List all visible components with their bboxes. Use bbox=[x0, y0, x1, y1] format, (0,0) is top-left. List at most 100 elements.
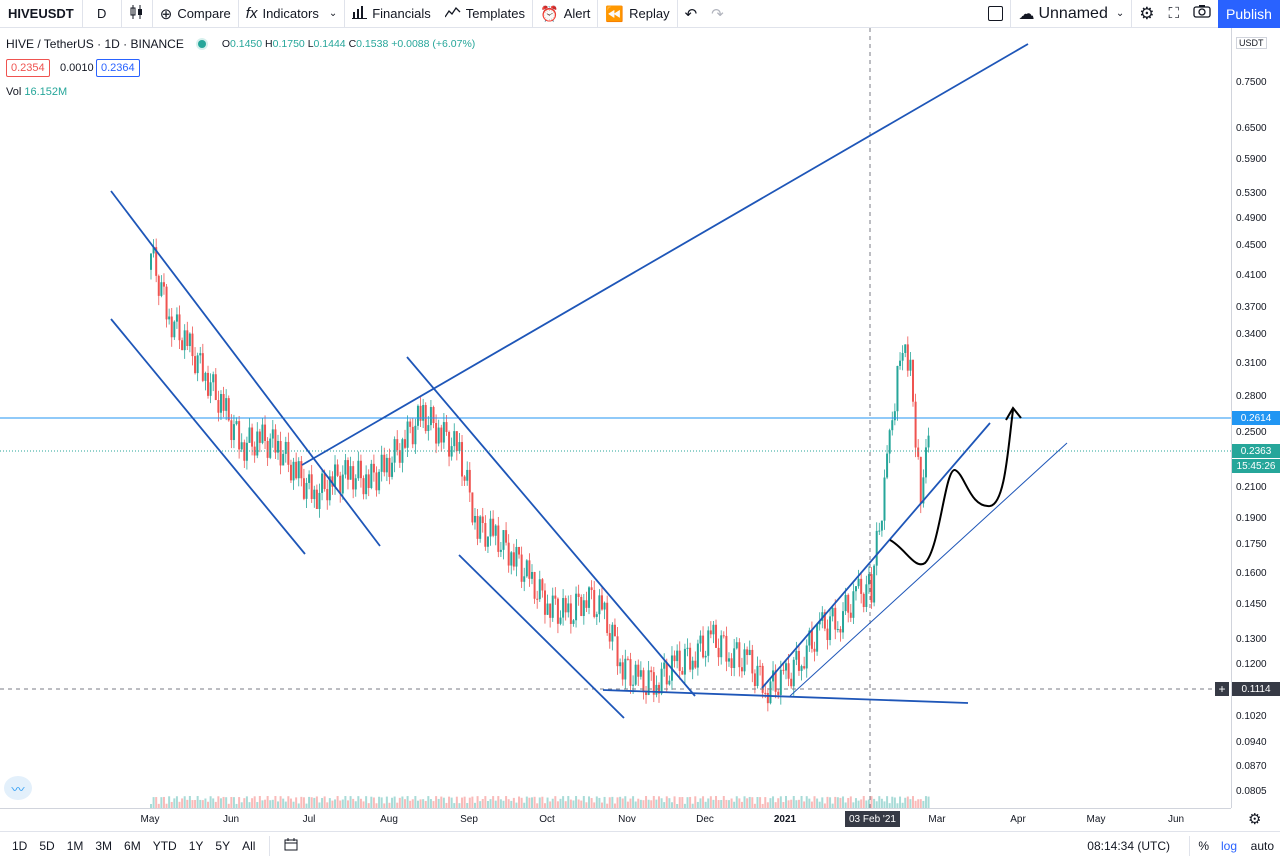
symbol-search[interactable]: HIVEUSDT bbox=[8, 6, 74, 21]
range-5y[interactable]: 5Y bbox=[215, 838, 231, 853]
date-range-group: 1D 5D 1M 3M 6M YTD 1Y 5Y All bbox=[0, 839, 261, 853]
trendline[interactable] bbox=[789, 442, 1068, 697]
time-axis[interactable]: 03 Feb '21 May Jun Jul Aug Sep Oct Nov Dec 2021 M… bbox=[0, 808, 1231, 831]
volume-bar bbox=[507, 799, 510, 808]
volume-bar bbox=[575, 796, 578, 808]
range-6m[interactable]: 6M bbox=[124, 838, 141, 853]
publish-button[interactable]: Publish bbox=[1218, 0, 1280, 28]
clock-timezone[interactable]: 08:14:34 (UTC) bbox=[1087, 838, 1170, 853]
volume-bar bbox=[567, 796, 570, 808]
candle-body bbox=[269, 438, 272, 458]
tradingview-logo[interactable]: 〰 bbox=[4, 776, 32, 800]
calendar-icon bbox=[284, 837, 298, 854]
volume-bar bbox=[204, 798, 207, 808]
sell-price-box[interactable]: 0.2354 bbox=[6, 59, 50, 77]
candle-body bbox=[917, 447, 920, 457]
range-3m[interactable]: 3M bbox=[95, 838, 113, 853]
trendline[interactable] bbox=[110, 318, 306, 555]
symbol-title[interactable]: HIVE / TetherUS · 1D · BINANCE bbox=[6, 37, 184, 51]
candle-body bbox=[429, 407, 432, 426]
log-scale-toggle[interactable]: log bbox=[1220, 838, 1237, 853]
volume-bar bbox=[258, 796, 261, 808]
volume-bar bbox=[362, 801, 365, 808]
volume-bar bbox=[473, 802, 476, 808]
volume-bar bbox=[354, 801, 357, 808]
undo-button[interactable]: ↶ bbox=[678, 0, 705, 27]
candle-body bbox=[823, 612, 826, 629]
volume-bar bbox=[883, 801, 886, 808]
candle-body bbox=[362, 478, 365, 495]
currency-label[interactable]: USDT bbox=[1236, 37, 1267, 49]
candle-body bbox=[199, 353, 202, 356]
candle-body bbox=[201, 353, 204, 381]
trendline[interactable] bbox=[110, 190, 381, 547]
range-all[interactable]: All bbox=[242, 838, 256, 853]
candle-body bbox=[616, 636, 619, 667]
chart-style-button[interactable] bbox=[122, 0, 152, 27]
volume-bar bbox=[424, 800, 427, 808]
candle-body bbox=[860, 578, 863, 594]
brush-drawing[interactable] bbox=[889, 409, 1014, 566]
templates-button[interactable]: Templates bbox=[438, 0, 532, 27]
indicators-button[interactable]: fx Indicators ⌄ bbox=[239, 0, 344, 27]
range-1d[interactable]: 1D bbox=[12, 838, 28, 853]
layout-name-button[interactable]: ☁ Unnamed ⌄ bbox=[1011, 0, 1131, 27]
time-tick-label: Jun bbox=[222, 814, 240, 825]
volume-bar bbox=[492, 796, 495, 808]
range-5d[interactable]: 5D bbox=[39, 838, 55, 853]
divider bbox=[597, 0, 599, 27]
volume-bar bbox=[919, 799, 922, 808]
volume-bar bbox=[191, 800, 194, 808]
range-ytd[interactable]: YTD bbox=[152, 838, 177, 853]
volume-bar bbox=[577, 799, 580, 808]
volume-bar bbox=[860, 799, 863, 808]
volume-bar bbox=[538, 797, 541, 808]
crosshair-plus-icon[interactable]: + bbox=[1215, 682, 1229, 696]
range-1y[interactable]: 1Y bbox=[188, 838, 204, 853]
trendline[interactable] bbox=[602, 689, 969, 704]
volume-bar bbox=[642, 800, 645, 808]
layout-toggle-button[interactable] bbox=[981, 0, 1010, 27]
volume-bar bbox=[440, 796, 443, 808]
candle-body bbox=[489, 518, 492, 537]
price-chart[interactable] bbox=[0, 28, 1231, 808]
snapshot-button[interactable] bbox=[1186, 0, 1218, 27]
candle-body bbox=[785, 663, 787, 671]
interval-button[interactable]: D bbox=[97, 6, 107, 21]
trendline[interactable] bbox=[406, 356, 696, 697]
trendline[interactable] bbox=[301, 43, 1029, 466]
settings-gear-corner[interactable]: ⚙ bbox=[1248, 811, 1262, 828]
buy-price-box[interactable]: 0.2364 bbox=[96, 59, 140, 77]
candle-body bbox=[300, 461, 303, 479]
candle-body bbox=[406, 421, 409, 448]
candle-body bbox=[580, 596, 583, 616]
volume-bar bbox=[849, 796, 852, 808]
fullscreen-button[interactable]: ⛶ bbox=[1161, 0, 1186, 27]
range-1m[interactable]: 1M bbox=[66, 838, 84, 853]
candle-body bbox=[790, 678, 793, 687]
alert-button[interactable]: ⏰ Alert bbox=[533, 0, 597, 27]
candles-icon bbox=[129, 4, 145, 24]
financials-button[interactable]: Financials bbox=[345, 0, 438, 27]
chart-pane[interactable]: 〰 bbox=[0, 28, 1231, 808]
candle-body bbox=[715, 624, 718, 648]
volume-bar bbox=[162, 796, 165, 808]
trendline[interactable] bbox=[458, 554, 625, 719]
volume-bar bbox=[673, 796, 676, 808]
compare-button[interactable]: ⊕ Compare bbox=[153, 0, 238, 27]
redo-button[interactable]: ↷ bbox=[704, 0, 731, 27]
volume-bar bbox=[803, 801, 806, 808]
volume-bar bbox=[585, 802, 588, 808]
volume-bar bbox=[647, 799, 650, 808]
percent-scale-toggle[interactable]: % bbox=[1198, 838, 1209, 853]
chevron-down-icon[interactable]: ⌄ bbox=[328, 8, 338, 19]
settings-button[interactable]: ⚙ bbox=[1132, 0, 1161, 27]
price-tick-label: 0.0870 bbox=[1236, 761, 1267, 773]
auto-scale-toggle[interactable]: auto bbox=[1250, 838, 1274, 853]
volume-bar bbox=[365, 796, 368, 808]
price-axis[interactable]: USDT 0.2614 0.2363 15:45:26 0.1114 0.750… bbox=[1231, 28, 1280, 808]
goto-date-button[interactable] bbox=[278, 837, 304, 854]
trendline-drawings[interactable] bbox=[110, 43, 1068, 719]
replay-button[interactable]: ⏪ Replay bbox=[598, 0, 676, 27]
trendline[interactable] bbox=[761, 422, 991, 689]
